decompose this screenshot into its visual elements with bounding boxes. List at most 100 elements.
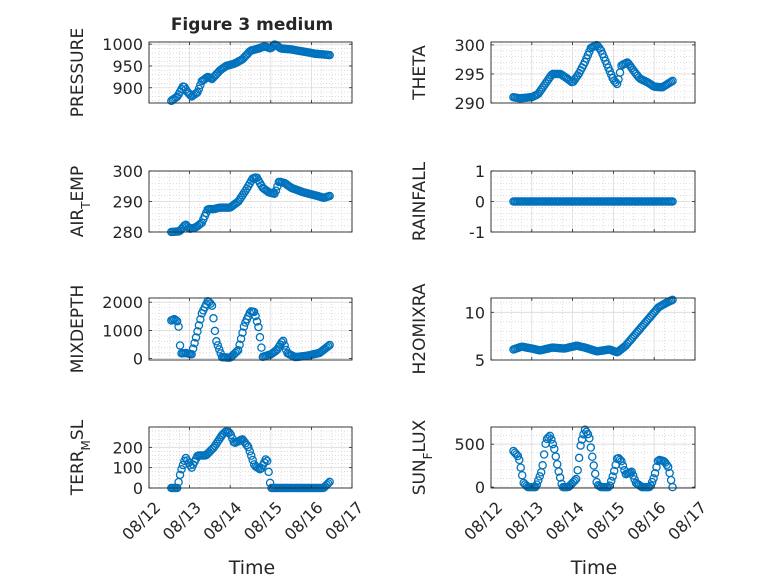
data-point — [662, 460, 671, 470]
data-point — [663, 462, 673, 472]
data-point — [174, 322, 183, 331]
x-tick-label: 08/17 — [321, 498, 367, 544]
data-point — [574, 453, 584, 463]
y-axis-label: PRESSURE — [68, 28, 88, 117]
data-point — [238, 328, 247, 337]
data-point — [251, 311, 260, 321]
data-point — [213, 341, 223, 350]
y-tick-label: 1000 — [102, 35, 143, 54]
y-axis-label: AIRTEMP — [68, 166, 93, 237]
data-point — [585, 434, 594, 443]
data-point — [589, 461, 598, 470]
y-tick-label: 1 — [475, 162, 485, 181]
data-point — [517, 471, 527, 480]
data-point — [548, 439, 558, 449]
data-point — [627, 467, 636, 476]
data-point — [193, 327, 202, 336]
y-tick-label: 290 — [454, 94, 485, 113]
y-tick-label: -1 — [469, 223, 485, 242]
subplot-mixdepth: 0 1000 2000 MIXDEPTH — [68, 285, 353, 373]
data-point — [573, 465, 582, 475]
x-tick-label: 08/13 — [501, 498, 547, 544]
data-point — [325, 191, 334, 201]
data-point — [652, 462, 661, 472]
data-point — [188, 344, 198, 353]
y-tick-label: 0 — [133, 479, 143, 498]
data-point — [668, 197, 677, 206]
data-point — [535, 472, 544, 481]
data-point — [246, 451, 256, 460]
data-point — [608, 472, 617, 481]
data-point — [647, 477, 657, 487]
x-tick-label: 08/14 — [199, 498, 245, 544]
axes-box — [490, 426, 696, 489]
data-point — [278, 336, 288, 346]
data-point — [555, 473, 565, 482]
x-tick-label: 08/15 — [240, 498, 286, 544]
data-point — [668, 295, 677, 305]
y-tick-label: 10 — [465, 303, 485, 322]
data-point — [249, 307, 259, 317]
data-point — [551, 452, 561, 461]
data-point — [257, 343, 266, 352]
data-point — [262, 456, 272, 466]
data-point — [212, 337, 221, 346]
data-point — [547, 435, 556, 444]
data-point — [215, 345, 224, 354]
data-point — [254, 322, 263, 332]
data-point — [245, 446, 255, 456]
data-point — [255, 332, 265, 342]
data-point — [264, 467, 273, 477]
axes-box — [490, 297, 696, 361]
data-point — [325, 477, 334, 487]
data-point — [172, 316, 182, 326]
data-point — [571, 474, 581, 484]
x-tick-label: 08/16 — [281, 498, 327, 544]
data-point — [194, 84, 204, 94]
data-point — [576, 441, 585, 450]
data-point — [261, 455, 270, 464]
y-tick-label: 5 — [475, 351, 485, 370]
x-axis-label-left: Time — [228, 557, 276, 579]
data-point — [515, 455, 524, 465]
x-tick-label: 08/12 — [460, 498, 506, 544]
data-point — [550, 444, 559, 454]
data-point — [190, 338, 199, 348]
data-point — [323, 341, 333, 351]
x-tick-label: 08/17 — [664, 498, 710, 544]
data-point — [668, 76, 677, 86]
data-point — [280, 341, 289, 350]
data-point — [187, 349, 196, 359]
data-point — [206, 299, 215, 308]
y-tick-label: 295 — [454, 65, 485, 84]
data-point — [233, 197, 243, 206]
data-point — [175, 470, 185, 480]
y-tick-label: 900 — [112, 79, 143, 98]
data-point — [554, 467, 563, 476]
y-tick-label: 0 — [475, 193, 485, 212]
data-point — [650, 469, 660, 478]
y-tick-label: 200 — [112, 438, 143, 457]
data-point — [252, 317, 262, 326]
x-tick-label: 08/12 — [118, 498, 164, 544]
y-tick-label: 290 — [112, 193, 143, 212]
data-point — [617, 457, 626, 466]
x-tick-label: 08/14 — [542, 498, 588, 544]
data-point — [175, 341, 185, 350]
y-axis-label: SUNFLUX — [410, 419, 435, 495]
y-tick-label: 950 — [112, 57, 143, 76]
data-point — [196, 315, 205, 324]
y-tick-label: 280 — [112, 223, 143, 242]
data-point — [618, 461, 628, 470]
data-point — [607, 476, 616, 486]
data-point — [534, 476, 543, 485]
data-point — [538, 461, 547, 470]
data-point — [271, 186, 281, 195]
y-tick-label: 500 — [454, 435, 485, 454]
data-point — [185, 90, 195, 100]
subplot-theta: 290 295 300 THETA — [410, 36, 696, 113]
data-point — [210, 326, 220, 336]
